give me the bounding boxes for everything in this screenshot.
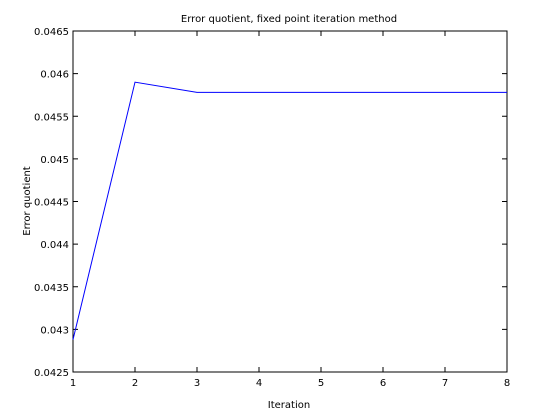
y-tick-label: 0.0445 — [34, 198, 69, 209]
series-layer — [72, 81, 507, 340]
x-tick-label: 7 — [442, 378, 448, 389]
y-tick-label: 0.0455 — [34, 112, 69, 123]
series-line-0 — [72, 81, 507, 340]
y-tick-label: 0.045 — [40, 155, 69, 166]
x-tick-label: 5 — [318, 378, 324, 389]
y-tick-label: 0.043 — [40, 325, 69, 336]
y-tick-label: 0.046 — [40, 70, 69, 81]
x-tick-label: 1 — [70, 378, 76, 389]
x-tick-label: 3 — [194, 378, 200, 389]
x-tick-label: 4 — [256, 378, 262, 389]
x-tick-label: 8 — [504, 378, 510, 389]
x-axis-title: Iteration — [268, 400, 310, 411]
y-tick-label: 0.0465 — [34, 27, 69, 38]
x-tick-label: 2 — [132, 378, 138, 389]
y-axis-title: Error quotient — [22, 166, 33, 236]
y-tick-label: 0.0435 — [34, 283, 69, 294]
plot-area: 1 2 3 4 5 6 7 8 0.0425 0.043 0.0435 0.044 0.0445 0.0… — [34, 27, 510, 389]
x-tick-label: 6 — [380, 378, 386, 389]
y-tick-label: 0.0425 — [34, 368, 69, 379]
y-tick-label: 0.044 — [40, 240, 69, 251]
x-axis: 1 2 3 4 5 6 7 8 — [70, 31, 510, 389]
chart-title: Error quotient, fixed point iteration me… — [181, 14, 397, 25]
